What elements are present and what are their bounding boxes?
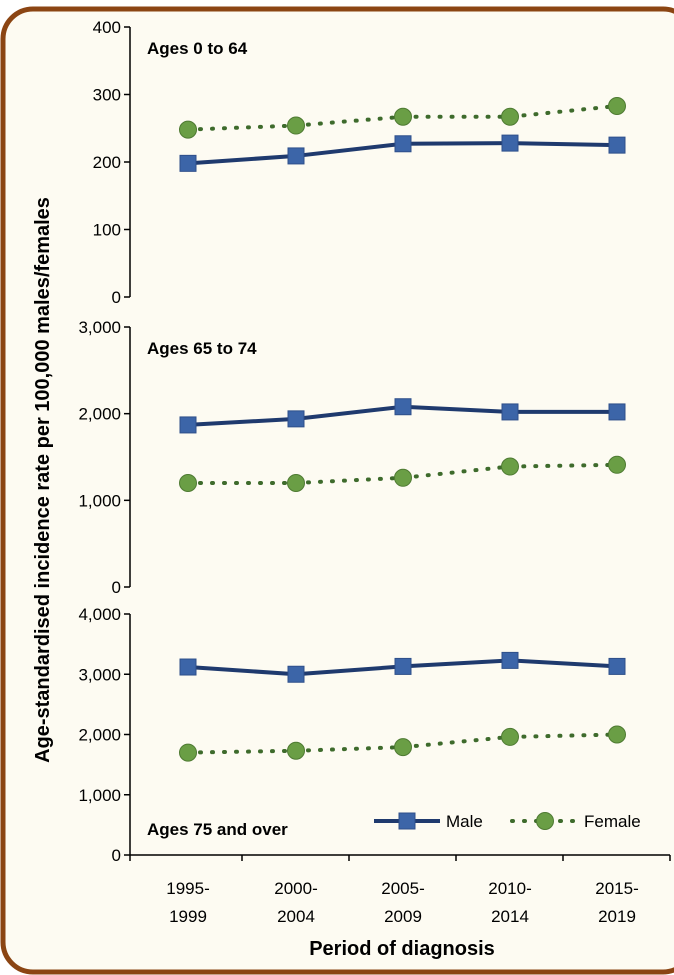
y-tick-label: 300 (93, 86, 121, 105)
x-tick-label: 2000- (274, 879, 317, 898)
data-point-male (502, 135, 518, 151)
data-point-female (288, 742, 305, 759)
data-point-female (395, 108, 412, 125)
y-tick-label: 0 (112, 288, 121, 307)
data-point-male (395, 136, 411, 152)
y-tick-label: 0 (112, 846, 121, 865)
data-point-female (180, 744, 197, 761)
y-tick-label: 3,000 (78, 665, 121, 684)
y-tick-label: 0 (112, 578, 121, 597)
data-point-female (288, 475, 305, 492)
panel-title: Ages 0 to 64 (147, 39, 248, 58)
data-point-male (609, 658, 625, 674)
data-point-male (288, 411, 304, 427)
data-point-male (180, 659, 196, 675)
x-tick-label: 2009 (384, 907, 422, 926)
data-point-male (395, 658, 411, 674)
data-point-female (502, 728, 519, 745)
x-tick-label: 2004 (277, 907, 315, 926)
data-point-female (288, 117, 305, 134)
data-point-male (609, 137, 625, 153)
x-tick-label: 2019 (598, 907, 636, 926)
data-point-female (609, 726, 626, 743)
y-axis-label: Age-standardised incidence rate per 100,… (32, 197, 54, 763)
data-point-male (288, 148, 304, 164)
x-tick-label: 2014 (491, 907, 529, 926)
data-point-female (395, 469, 412, 486)
data-point-male (502, 404, 518, 420)
y-tick-label: 2,000 (78, 405, 121, 424)
panel-title: Ages 75 and over (147, 820, 288, 839)
data-point-male (395, 399, 411, 415)
data-point-male (180, 417, 196, 433)
y-tick-label: 200 (93, 153, 121, 172)
data-point-female (502, 458, 519, 475)
x-tick-label: 2005- (381, 879, 424, 898)
x-tick-label: 2015- (595, 879, 638, 898)
x-tick-label: 1999 (169, 907, 207, 926)
data-point-female (395, 739, 412, 756)
legend-marker-female (537, 813, 554, 830)
data-point-male (502, 652, 518, 668)
y-tick-label: 2,000 (78, 726, 121, 745)
data-point-male (288, 666, 304, 682)
y-tick-label: 100 (93, 221, 121, 240)
x-tick-label: 1995- (166, 879, 209, 898)
y-tick-label: 3,000 (78, 318, 121, 337)
panel-title: Ages 65 to 74 (147, 339, 257, 358)
legend-marker-male (399, 813, 415, 829)
data-point-male (180, 155, 196, 171)
data-point-female (609, 456, 626, 473)
y-tick-label: 4,000 (78, 605, 121, 624)
x-tick-label: 2010- (488, 879, 531, 898)
data-point-female (502, 108, 519, 125)
legend-label-female: Female (584, 812, 641, 831)
y-tick-label: 400 (93, 18, 121, 37)
data-point-female (180, 475, 197, 492)
data-point-female (180, 121, 197, 138)
data-point-male (609, 404, 625, 420)
y-tick-label: 1,000 (78, 491, 121, 510)
y-tick-label: 1,000 (78, 786, 121, 805)
data-point-female (609, 97, 626, 114)
legend-label-male: Male (446, 812, 483, 831)
x-axis-label: Period of diagnosis (309, 938, 495, 960)
